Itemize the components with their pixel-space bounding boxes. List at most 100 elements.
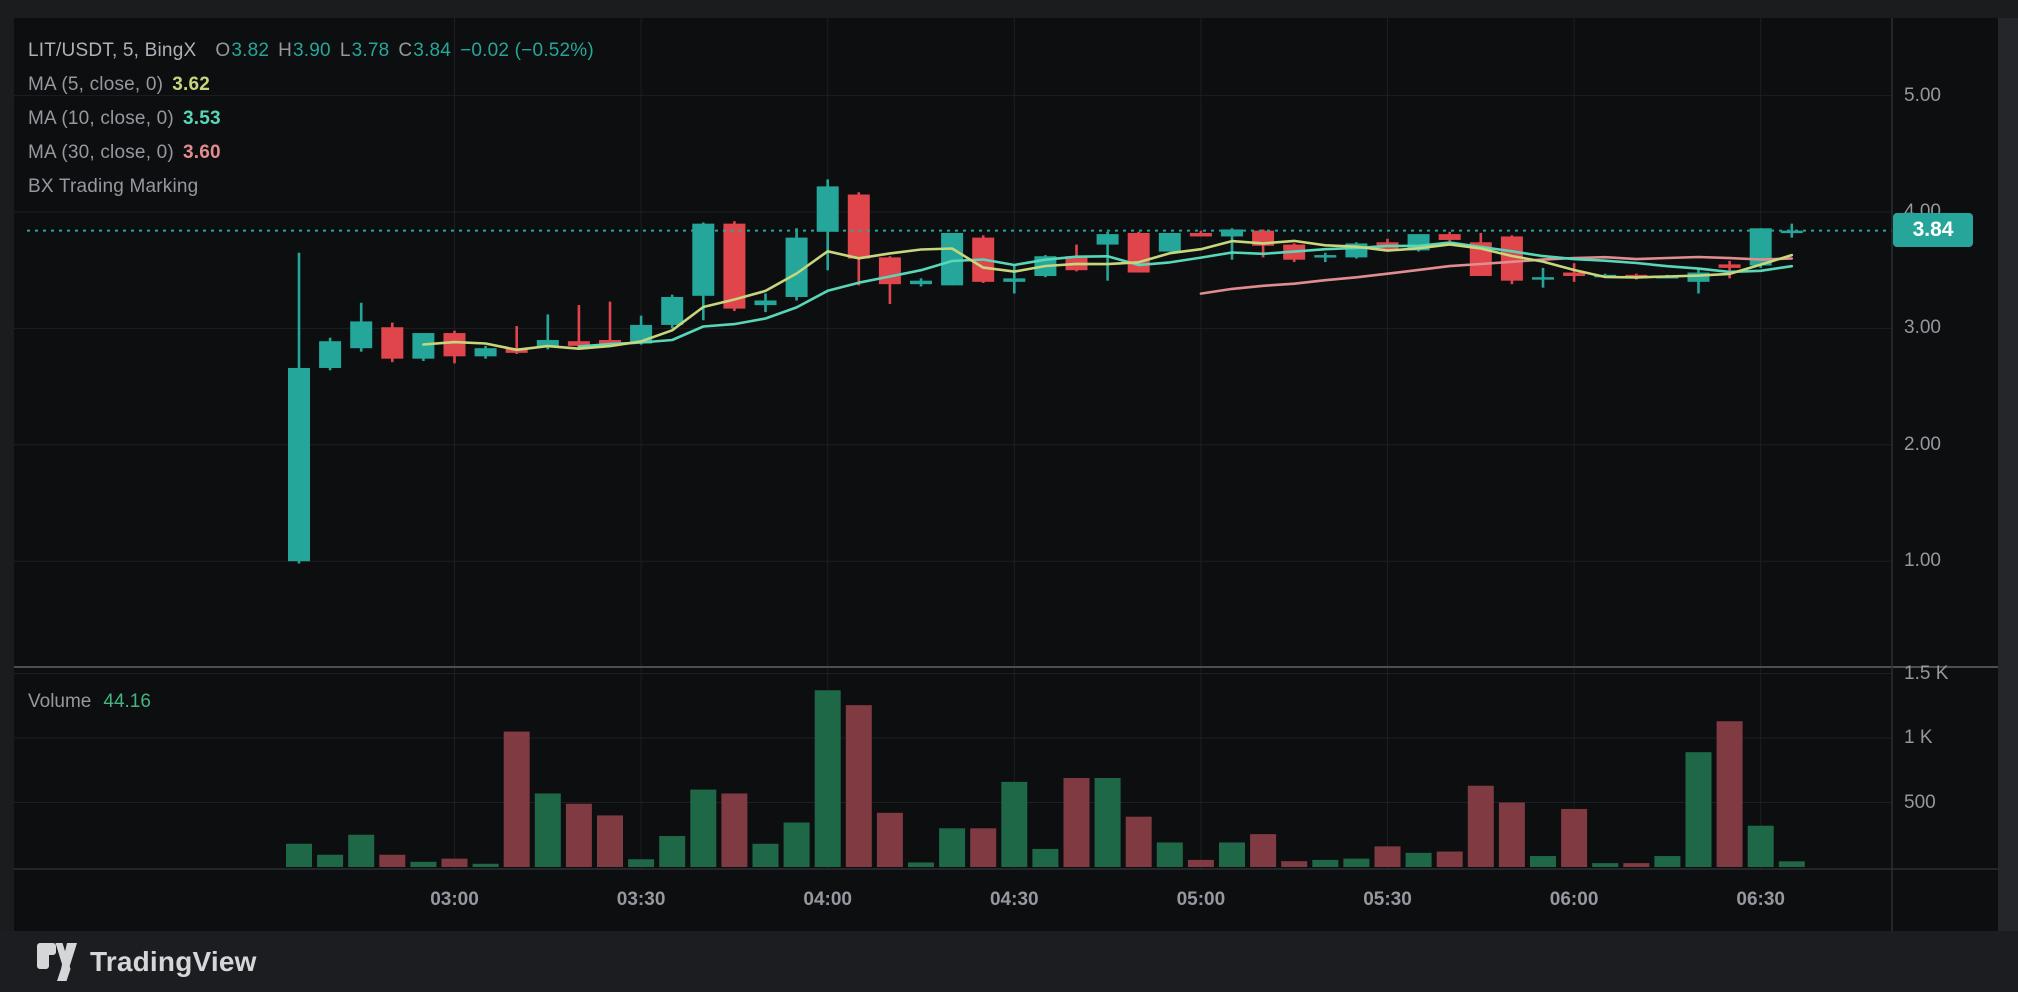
volume-bar: [1498, 802, 1525, 867]
candle-body: [692, 223, 715, 296]
candle-body: [1314, 255, 1337, 258]
candle-body: [1158, 232, 1181, 252]
volume-bar: [534, 793, 561, 867]
volume-bar: [1654, 856, 1681, 867]
volume-bar: [1125, 816, 1152, 867]
volume-bar: [472, 863, 499, 867]
volume-bar: [410, 861, 437, 867]
candle-body: [847, 194, 870, 259]
time-tick-label: 05:00: [1176, 889, 1226, 910]
time-tick-label: 06:30: [1736, 889, 1785, 910]
volume-bar: [939, 828, 966, 867]
candle-body: [1749, 228, 1772, 266]
volume-bar: [286, 843, 312, 867]
volume-bar: [1343, 858, 1370, 867]
volume-bar: [379, 854, 406, 867]
tradingview-logo-icon: [37, 942, 77, 981]
volume-tick-label: 1 K: [1904, 727, 1933, 748]
last-price-badge: 3.84: [1893, 213, 1973, 247]
ma10-value: 3.53: [182, 108, 221, 129]
candle-body: [599, 340, 621, 344]
price-pane[interactable]: [14, 18, 1892, 666]
candle-body: [1189, 232, 1212, 237]
time-tick-label: 04:30: [989, 889, 1039, 910]
candle-body: [785, 237, 808, 297]
volume-bar: [876, 812, 903, 867]
ma30-line: [1199, 255, 1794, 295]
plot-background: [14, 18, 1998, 931]
candle-body: [288, 367, 310, 562]
candle-body: [350, 321, 373, 349]
ma5-label: MA (5, close, 0): [28, 74, 164, 95]
volume-bar: [1032, 848, 1059, 867]
symbol-legend-row[interactable]: LIT/USDT, 5, BingX O 3.82 H 3.90 L 3.78 C 3.…: [28, 39, 594, 63]
volume-bar: [1530, 856, 1556, 867]
time-tick-label: 05:30: [1363, 889, 1412, 910]
volume-label: Volume: [28, 691, 92, 712]
high-value: H 3.90: [278, 40, 331, 61]
ma10-label: MA (10, close, 0): [28, 108, 174, 129]
candle-body: [1563, 272, 1586, 277]
footer-bar: TradingView: [0, 931, 2018, 992]
volume-pane[interactable]: [14, 668, 1892, 869]
price-tick-label: 5.00: [1904, 84, 1941, 106]
close-value: C 3.84: [398, 40, 452, 61]
candle-body: [816, 186, 839, 232]
volume-bar: [1623, 863, 1650, 867]
volume-bar: [752, 843, 779, 867]
volume-bar: [317, 854, 344, 867]
volume-bar: [721, 793, 748, 867]
volume-bar: [1747, 825, 1774, 867]
candle-body: [1500, 236, 1523, 281]
volume-value: 44.16: [103, 691, 151, 712]
volume-bar: [597, 815, 623, 867]
candle-body: [1438, 234, 1461, 240]
candle-body: [661, 296, 684, 325]
volume-bar: [845, 705, 872, 867]
volume-bar: [783, 822, 810, 867]
volume-bar: [503, 731, 530, 867]
change-value: −0.02 (−0.52%): [460, 40, 594, 61]
candle-body: [474, 348, 497, 357]
volume-bar: [1405, 852, 1432, 867]
volume-bar: [1778, 861, 1805, 867]
volume-bar: [1374, 846, 1401, 867]
candle-body: [754, 300, 777, 306]
tradingview-link[interactable]: TradingView: [36, 942, 257, 981]
indicator-legend-row[interactable]: BX Trading Marking: [28, 175, 198, 199]
ma10-line: [577, 241, 1794, 348]
candle-body: [1096, 234, 1119, 245]
ma30-legend-row[interactable]: MA (30, close, 0) 3.60: [28, 141, 221, 165]
volume-legend-row[interactable]: Volume 44.16: [28, 691, 151, 713]
time-tick-label: 03:30: [616, 889, 666, 910]
volume-bar: [1250, 834, 1277, 867]
volume-bar: [1685, 752, 1712, 867]
volume-bar: [1467, 785, 1494, 867]
volume-bar: [1187, 859, 1214, 867]
volume-bar: [1716, 721, 1743, 867]
volume-bar: [908, 862, 934, 867]
volume-bar: [1281, 861, 1308, 867]
candle-body: [319, 341, 342, 368]
candle-body: [723, 223, 746, 309]
volume-bar: [1219, 842, 1245, 867]
candle-body: [567, 341, 590, 346]
volume-bar: [1063, 777, 1090, 867]
candle-body: [1780, 230, 1803, 234]
volume-tick-label: 1.5 K: [1904, 662, 1949, 684]
candle-body: [1718, 264, 1741, 268]
price-tick-label: 1.00: [1904, 550, 1941, 572]
volume-bar: [659, 836, 686, 867]
volume-bar: [970, 828, 997, 867]
low-value: L 3.78: [339, 40, 390, 61]
ma5-line: [422, 239, 1794, 352]
candle-body: [1003, 278, 1026, 282]
candle-body: [381, 327, 404, 359]
candle-body: [412, 333, 435, 359]
ma10-legend-row[interactable]: MA (10, close, 0) 3.53: [28, 107, 221, 131]
symbol-title: LIT/USDT, 5, BingX: [28, 40, 197, 61]
ma5-legend-row[interactable]: MA (5, close, 0) 3.62: [28, 73, 210, 97]
volume-bar: [441, 858, 468, 867]
